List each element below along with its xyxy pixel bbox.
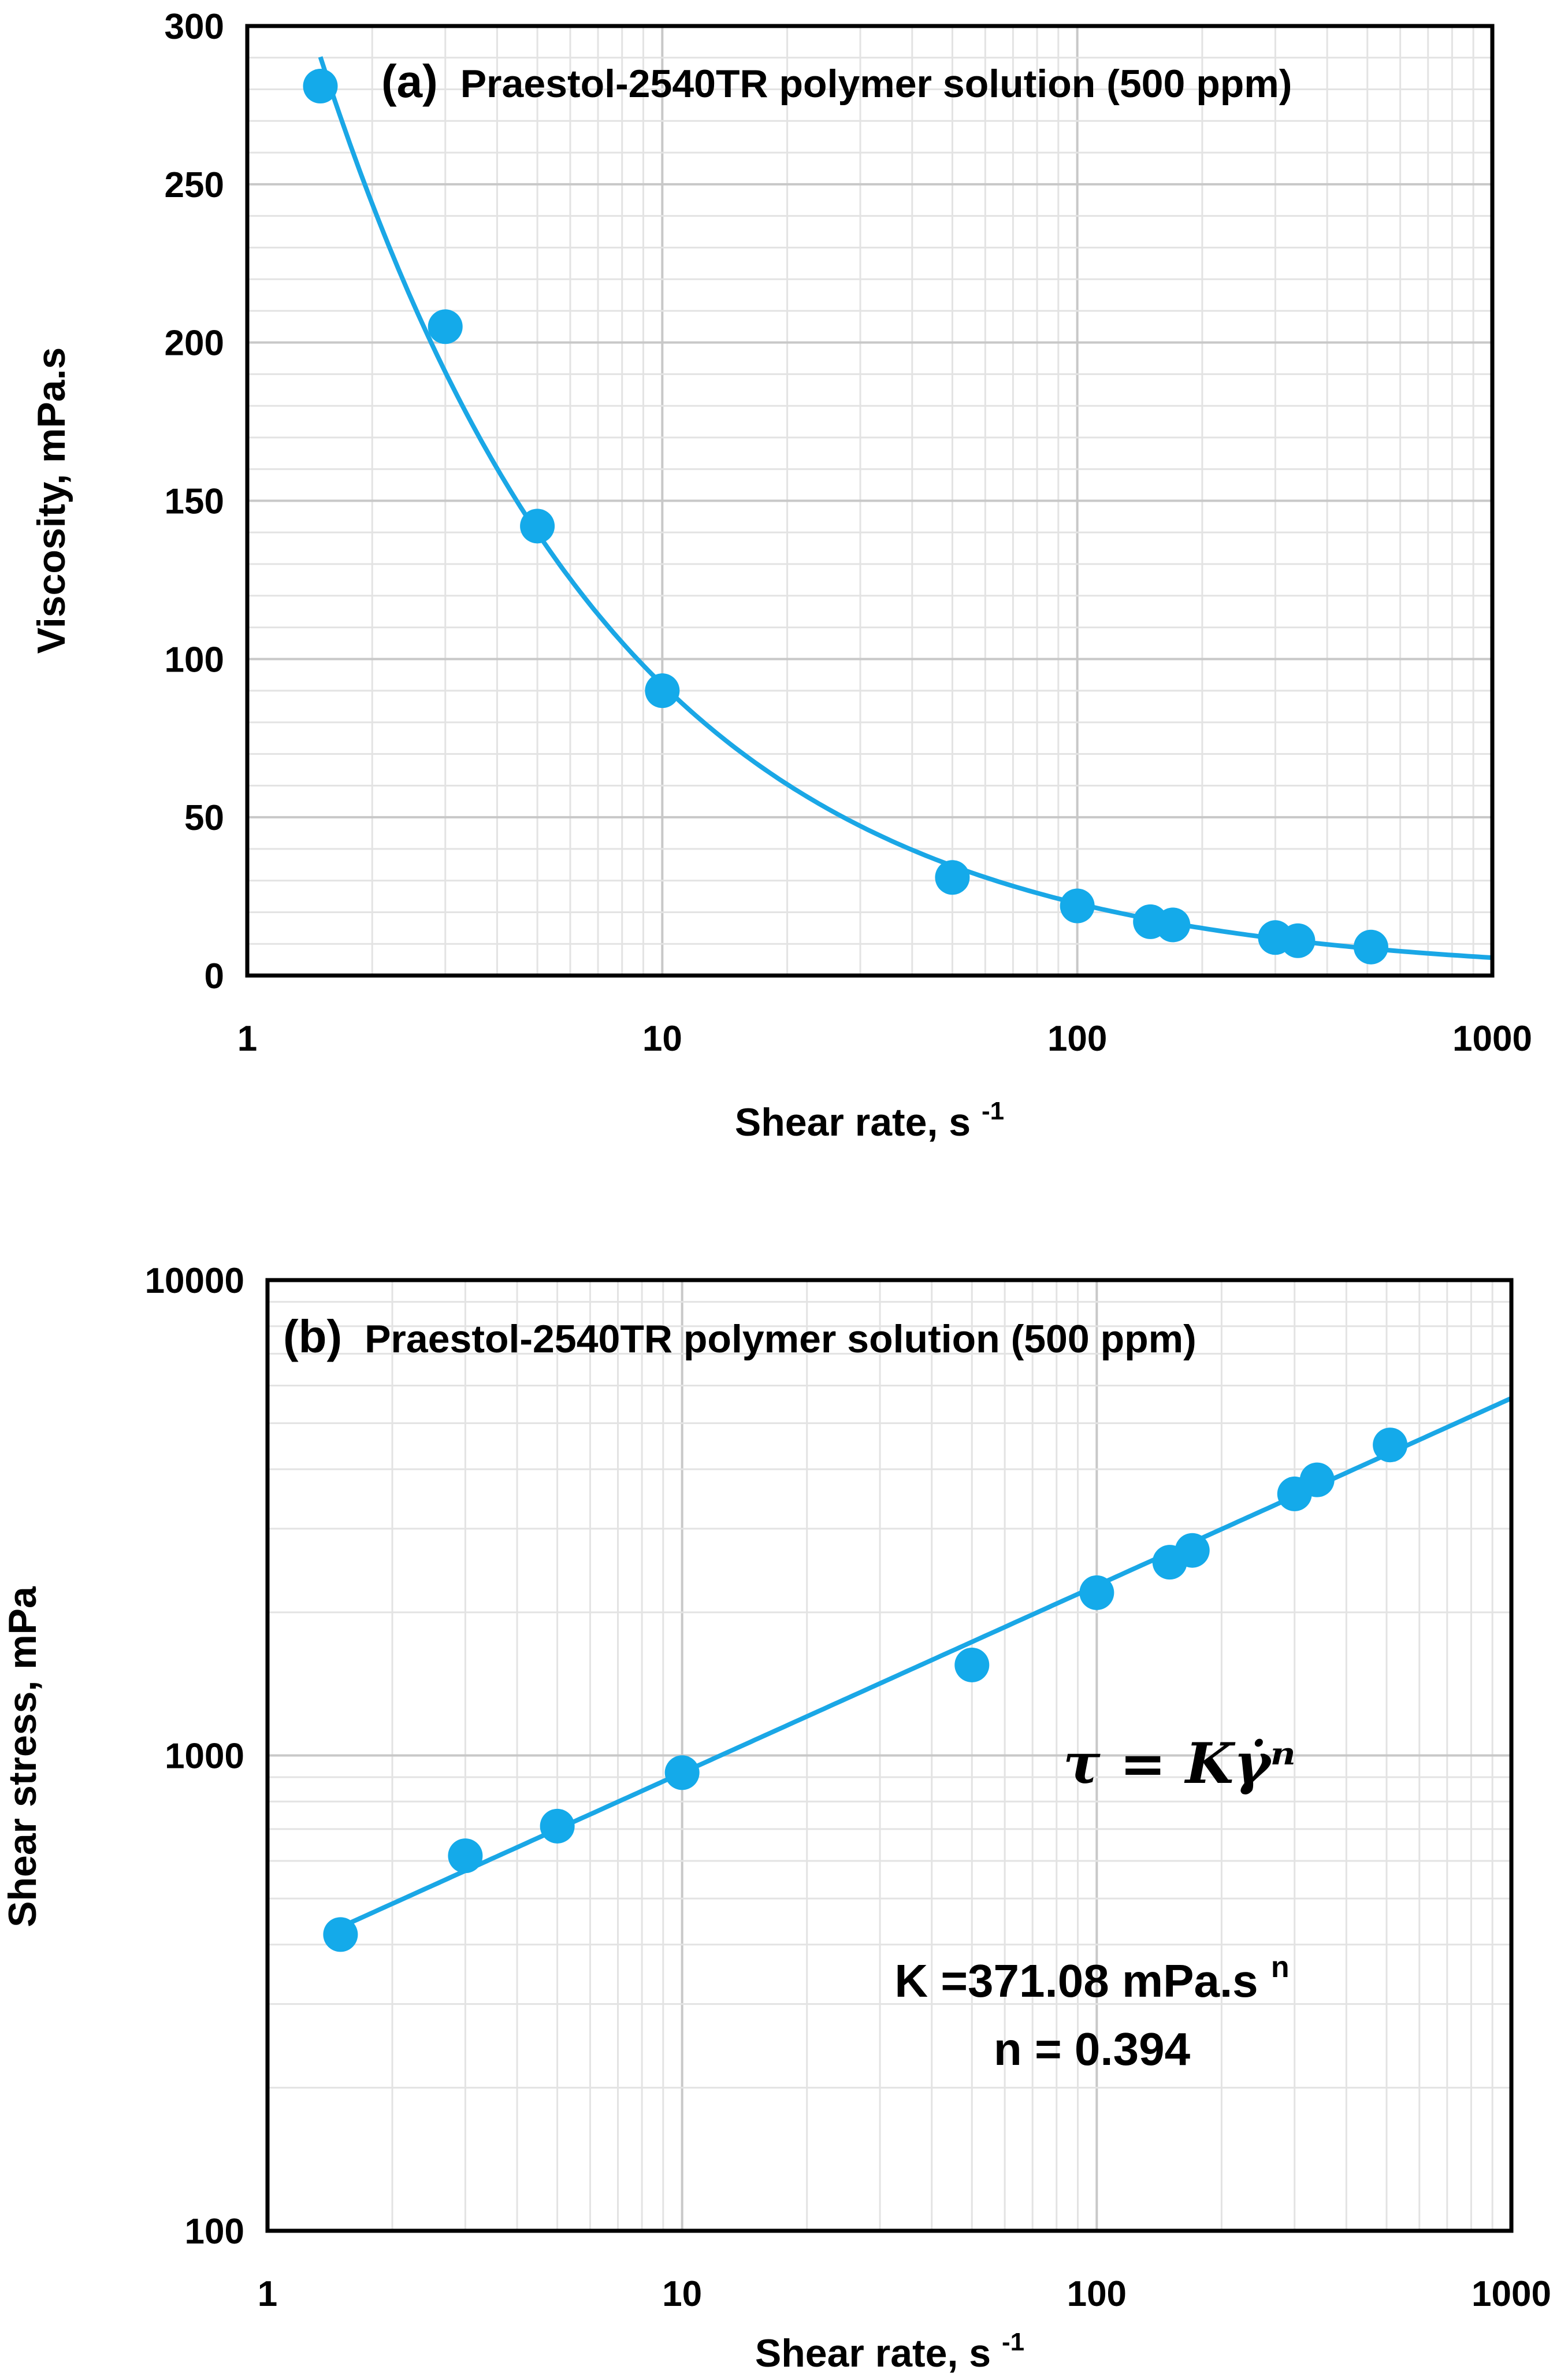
panel-b-y-tick-label: 1000 bbox=[165, 1737, 244, 1777]
panel-b-k-value: K =371.08 mPa.s bbox=[894, 1955, 1258, 2007]
panel-a-data-point bbox=[1353, 929, 1388, 965]
panel-a-data-point bbox=[935, 860, 970, 895]
panel-a-x-tick-label: 1 bbox=[237, 1019, 257, 1059]
panel-a-x-axis-title: Shear rate, s -1 bbox=[735, 1097, 1004, 1144]
panel-b-shear-stress-chart: 1 10 100 1000 100 1000 10000 (b) Praestol-254… bbox=[1, 1261, 1551, 2375]
panel-a-y-tick-labels: 0 50 100 150 200 250 300 bbox=[165, 7, 224, 996]
panel-b-n-annotation: n = 0.394 bbox=[994, 2023, 1191, 2075]
panel-b-y-tick-label: 10000 bbox=[145, 1261, 244, 1301]
panel-a-data-point bbox=[520, 509, 555, 544]
panel-b-x-axis-title-text: Shear rate, s bbox=[755, 2331, 991, 2375]
panel-a-y-tick-label: 300 bbox=[165, 7, 224, 47]
panel-b-x-tick-label: 100 bbox=[1067, 2274, 1127, 2314]
panel-a-label: (a) bbox=[381, 55, 438, 107]
panel-b-x-tick-label: 1 bbox=[258, 2274, 277, 2314]
panel-b-plot-frame bbox=[265, 1278, 1514, 2233]
panel-b-equation: τ = Kγ̇ⁿ bbox=[1063, 1731, 1296, 1796]
panel-b-data-points bbox=[323, 1427, 1408, 1952]
panel-a-y-tick-label: 150 bbox=[165, 482, 224, 522]
panel-b-label: (b) bbox=[283, 1311, 342, 1362]
panel-b-k-annotation: K =371.08 mPa.s n bbox=[894, 1950, 1289, 2007]
panel-a-title: (a) Praestol-2540TR polymer solution (50… bbox=[381, 55, 1292, 107]
panel-b-data-point bbox=[1175, 1533, 1210, 1568]
panel-b-power-law-fit-line bbox=[339, 1396, 1513, 1930]
panel-b-grid bbox=[267, 1280, 1511, 2231]
panel-b-y-tick-label: 100 bbox=[185, 2212, 244, 2252]
panel-a-data-point bbox=[1280, 923, 1316, 958]
panel-a-x-tick-label: 10 bbox=[642, 1019, 682, 1059]
panel-a-y-tick-label: 200 bbox=[165, 324, 224, 364]
panel-a-viscosity-chart: 1 10 100 1000 0 50 100 150 200 250 300 (a) Praest… bbox=[29, 7, 1532, 1144]
panel-b-k-sup: n bbox=[1271, 1950, 1290, 1984]
panel-a-power-law-fit-line bbox=[318, 56, 1493, 961]
panel-a-x-axis-title-text: Shear rate, s bbox=[735, 1100, 971, 1144]
panel-a-plot-frame bbox=[245, 24, 1495, 978]
panel-b-y-axis-title: Shear stress, mPa bbox=[1, 1586, 44, 1927]
panel-b-data-point bbox=[323, 1917, 358, 1952]
panel-b-data-point bbox=[540, 1808, 575, 1844]
panel-b-y-tick-labels: 100 1000 10000 bbox=[145, 1261, 244, 2252]
panel-a-y-tick-label: 0 bbox=[205, 956, 224, 996]
panel-b-x-axis-title-sup: -1 bbox=[1002, 2328, 1024, 2356]
panel-b-data-point bbox=[664, 1755, 700, 1790]
panel-a-x-tick-label: 100 bbox=[1047, 1019, 1107, 1059]
panel-a-data-point bbox=[1155, 907, 1191, 943]
panel-a-data-point bbox=[428, 309, 463, 344]
panel-b-data-point bbox=[954, 1647, 990, 1682]
panel-b-x-tick-label: 1000 bbox=[1472, 2274, 1551, 2314]
panel-b-x-axis-title: Shear rate, s -1 bbox=[755, 2328, 1024, 2375]
panel-a-y-axis-title: Viscosity, mPa.s bbox=[29, 347, 73, 654]
panel-b-data-point bbox=[448, 1838, 483, 1874]
panel-a-y-tick-label: 50 bbox=[184, 798, 224, 838]
panel-a-x-tick-label: 1000 bbox=[1452, 1019, 1532, 1059]
panel-a-y-tick-label: 250 bbox=[165, 165, 224, 205]
panel-b-title-text: Praestol-2540TR polymer solution (500 pp… bbox=[365, 1317, 1197, 1361]
panel-a-y-tick-label: 100 bbox=[165, 640, 224, 680]
panel-a-grid bbox=[247, 26, 1492, 976]
panel-a-x-axis-title-sup: -1 bbox=[982, 1097, 1004, 1125]
panel-b-x-tick-label: 10 bbox=[662, 2274, 702, 2314]
panel-a-data-point bbox=[303, 69, 338, 104]
panel-b-title: (b) Praestol-2540TR polymer solution (50… bbox=[283, 1311, 1197, 1362]
panel-b-data-point bbox=[1079, 1575, 1114, 1610]
panel-b-data-point bbox=[1299, 1462, 1335, 1497]
panel-a-data-points bbox=[303, 69, 1388, 965]
panel-a-title-text: Praestol-2540TR polymer solution (500 pp… bbox=[460, 62, 1292, 106]
panel-b-x-tick-labels: 1 10 100 1000 bbox=[258, 2274, 1551, 2314]
panel-a-data-point bbox=[1060, 888, 1095, 924]
panel-a-data-point bbox=[645, 673, 680, 709]
panel-b-data-point bbox=[1373, 1427, 1408, 1463]
panel-a-x-tick-labels: 1 10 100 1000 bbox=[237, 1019, 1532, 1059]
